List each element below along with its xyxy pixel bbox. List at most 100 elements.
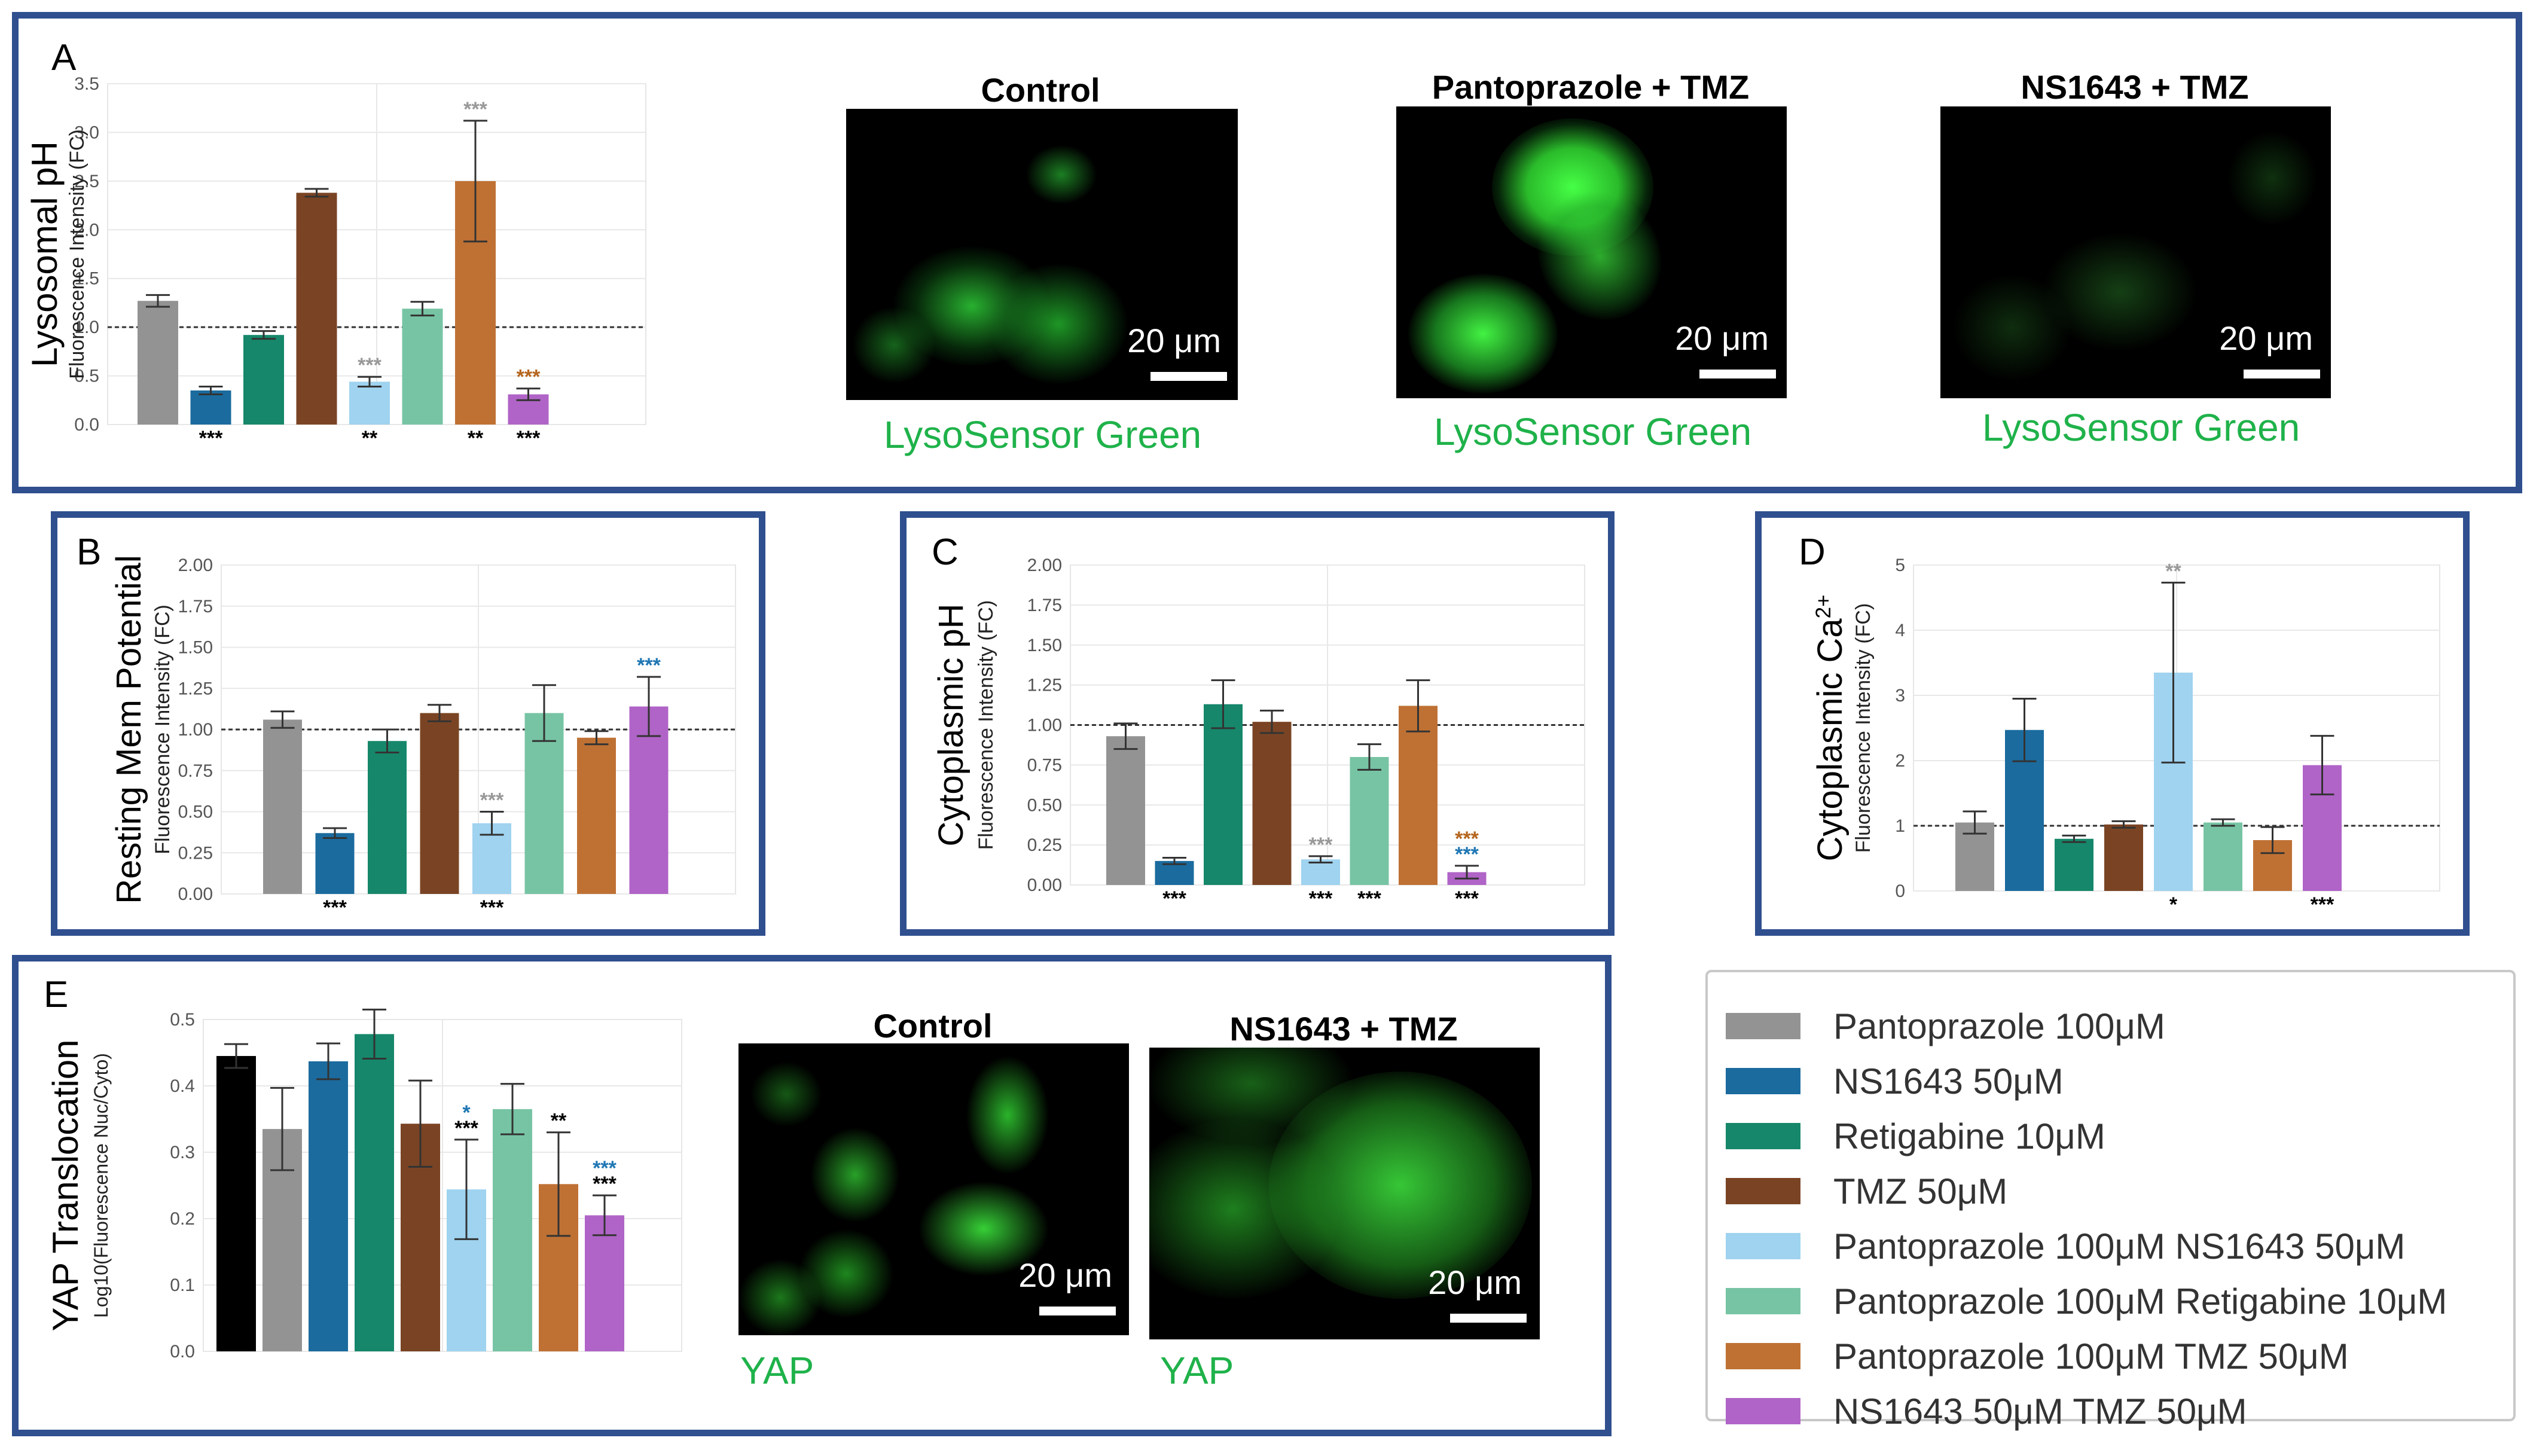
bar [355, 1034, 394, 1351]
legend-swatch [1726, 1068, 1800, 1094]
significance-marker: *** [358, 354, 382, 377]
bar [1350, 757, 1389, 885]
significance-marker: *** [517, 366, 541, 389]
scale-bar [1699, 370, 1776, 379]
y-tick-label: 2.00 [1027, 555, 1062, 575]
y-tick-label: 4 [1895, 621, 1905, 640]
micrograph-image: 20 μm [1396, 106, 1787, 398]
micrograph-caption: LysoSensor Green [884, 413, 1202, 456]
y-axis-label-superscript: 2+ [1812, 594, 1835, 618]
legend-label: TMZ 50μM [1833, 1171, 2008, 1211]
significance-marker: *** [637, 654, 661, 677]
y-tick-label: 0.4 [170, 1076, 195, 1096]
panel-letter: B [77, 532, 102, 573]
legend-label: Retigabine 10μM [1833, 1116, 2105, 1156]
legend-label: Pantoprazole 100μM TMZ 50μM [1833, 1336, 2349, 1376]
bar [1106, 736, 1145, 885]
legend-swatch [1726, 1123, 1800, 1149]
y-axis-label: Lysosomal pH [25, 141, 65, 367]
legend-item: Retigabine 10μM [1726, 1112, 2105, 1160]
y-tick-label: 2.0 [74, 220, 99, 240]
scale-bar [1450, 1314, 1527, 1323]
bar [309, 1061, 348, 1351]
y-tick-label: 0.00 [178, 884, 213, 904]
bar [585, 1215, 624, 1351]
scale-label: 20 μm [1675, 319, 1769, 357]
chart-a: 0.0 0.5 1.0 1.5 2.0 2.5 3.0 3.5 Lysosomal pH Fluo… [25, 74, 646, 450]
bar [243, 335, 284, 425]
legend-label: Pantoprazole 100μM Retigabine 10μM [1833, 1281, 2447, 1321]
significance-marker: ** [468, 427, 484, 450]
micrograph-image: 20 μm [1149, 1048, 1540, 1339]
bar [1399, 706, 1438, 885]
chart-e: 0.0 0.1 0.2 0.3 0.4 0.5 YAP Translocation Log10… [45, 1008, 682, 1362]
y-tick-label: 3 [1895, 686, 1905, 706]
significance-marker: *** [1309, 887, 1333, 910]
y-tick-label: 2 [1895, 751, 1905, 771]
micrograph-title: NS1643 + TMZ [1229, 1010, 1458, 1048]
y-axis-sublabel: Log10(Fluorescence Nuc/Cyto) [90, 1053, 112, 1318]
y-axis-label: Cytoplasmic Ca2+ [1811, 594, 1850, 861]
y-tick-label: 1.0 [74, 318, 99, 337]
y-tick-label: 1.50 [178, 638, 213, 658]
micrograph-image: 20 μm [738, 1043, 1129, 1335]
micrograph-image: 20 μm [846, 109, 1238, 400]
y-tick-label: 0 [1895, 881, 1905, 901]
bar [368, 741, 407, 894]
y-tick-label: 0.1 [170, 1275, 195, 1295]
legend-item: Pantoprazole 100μM TMZ 50μM [1726, 1332, 2349, 1380]
significance-marker: *** [1357, 887, 1381, 910]
y-tick-label: 1.25 [1027, 676, 1062, 695]
bar [420, 713, 459, 894]
bar [402, 309, 443, 425]
y-tick-label: 0.75 [178, 761, 213, 781]
significance-marker: *** [1455, 828, 1479, 850]
y-tick-label: 1.75 [1027, 596, 1062, 615]
panel-letter: C [932, 532, 959, 573]
micrograph-caption: YAP [1160, 1349, 1234, 1392]
bar [1204, 704, 1243, 885]
significance-marker: * [462, 1101, 471, 1124]
bar [2055, 838, 2093, 891]
significance-marker: *** [480, 896, 504, 919]
y-tick-label: 0.3 [170, 1143, 195, 1162]
y-axis-sublabel: Fluorescence Intensity (FC) [975, 600, 997, 850]
significance-marker: *** [463, 98, 487, 121]
scale-label: 20 μm [2219, 319, 2313, 357]
significance-marker: *** [593, 1173, 617, 1195]
legend-swatch [1726, 1013, 1800, 1039]
significance-marker: *** [323, 896, 347, 919]
significance-marker: *** [1455, 843, 1479, 866]
legend-label: Pantoprazole 100μM NS1643 50μM [1833, 1226, 2406, 1266]
significance-marker: *** [1162, 887, 1186, 910]
y-tick-label: 0.50 [1027, 795, 1062, 815]
y-tick-label: 0.5 [74, 367, 99, 386]
y-tick-label: 0.5 [170, 1010, 195, 1030]
legend: Pantoprazole 100μM NS1643 50μM Retigabin… [1705, 970, 2516, 1431]
y-axis-label: Resting Mem Potential [109, 555, 148, 903]
micrograph-caption: YAP [740, 1349, 814, 1392]
legend-swatch [1726, 1288, 1800, 1314]
y-tick-label: 3.5 [74, 74, 99, 94]
legend-item: NS1643 50μM [1726, 1057, 2064, 1105]
y-tick-label: 0.75 [1027, 755, 1062, 775]
bar [629, 706, 669, 894]
micrograph-title: NS1643 + TMZ [2021, 68, 2249, 106]
y-tick-label: 0.00 [1027, 875, 1062, 895]
bar [524, 713, 564, 894]
legend-item: NS1643 50μM TMZ 50μM [1726, 1387, 2247, 1435]
bar [2204, 822, 2242, 891]
legend-item: Pantoprazole 100μM NS1643 50μM [1726, 1222, 2405, 1270]
significance-marker: *** [480, 789, 504, 812]
bar [577, 737, 616, 894]
chart-b: 0.00 0.25 0.50 0.75 1.00 1.25 1.50 1.75 2.00 Rest… [109, 555, 736, 919]
y-tick-label: 1.50 [1027, 636, 1062, 655]
micrograph-title: Pantoprazole + TMZ [1432, 68, 1750, 106]
bar [1301, 859, 1340, 885]
bar [296, 193, 337, 425]
y-axis-sublabel: Fluorescence Intensity (FC) [151, 605, 174, 854]
bar [493, 1109, 532, 1351]
scale-label: 20 μm [1428, 1263, 1522, 1301]
significance-marker: *** [517, 427, 541, 450]
legend-label: NS1643 50μM [1833, 1061, 2064, 1101]
